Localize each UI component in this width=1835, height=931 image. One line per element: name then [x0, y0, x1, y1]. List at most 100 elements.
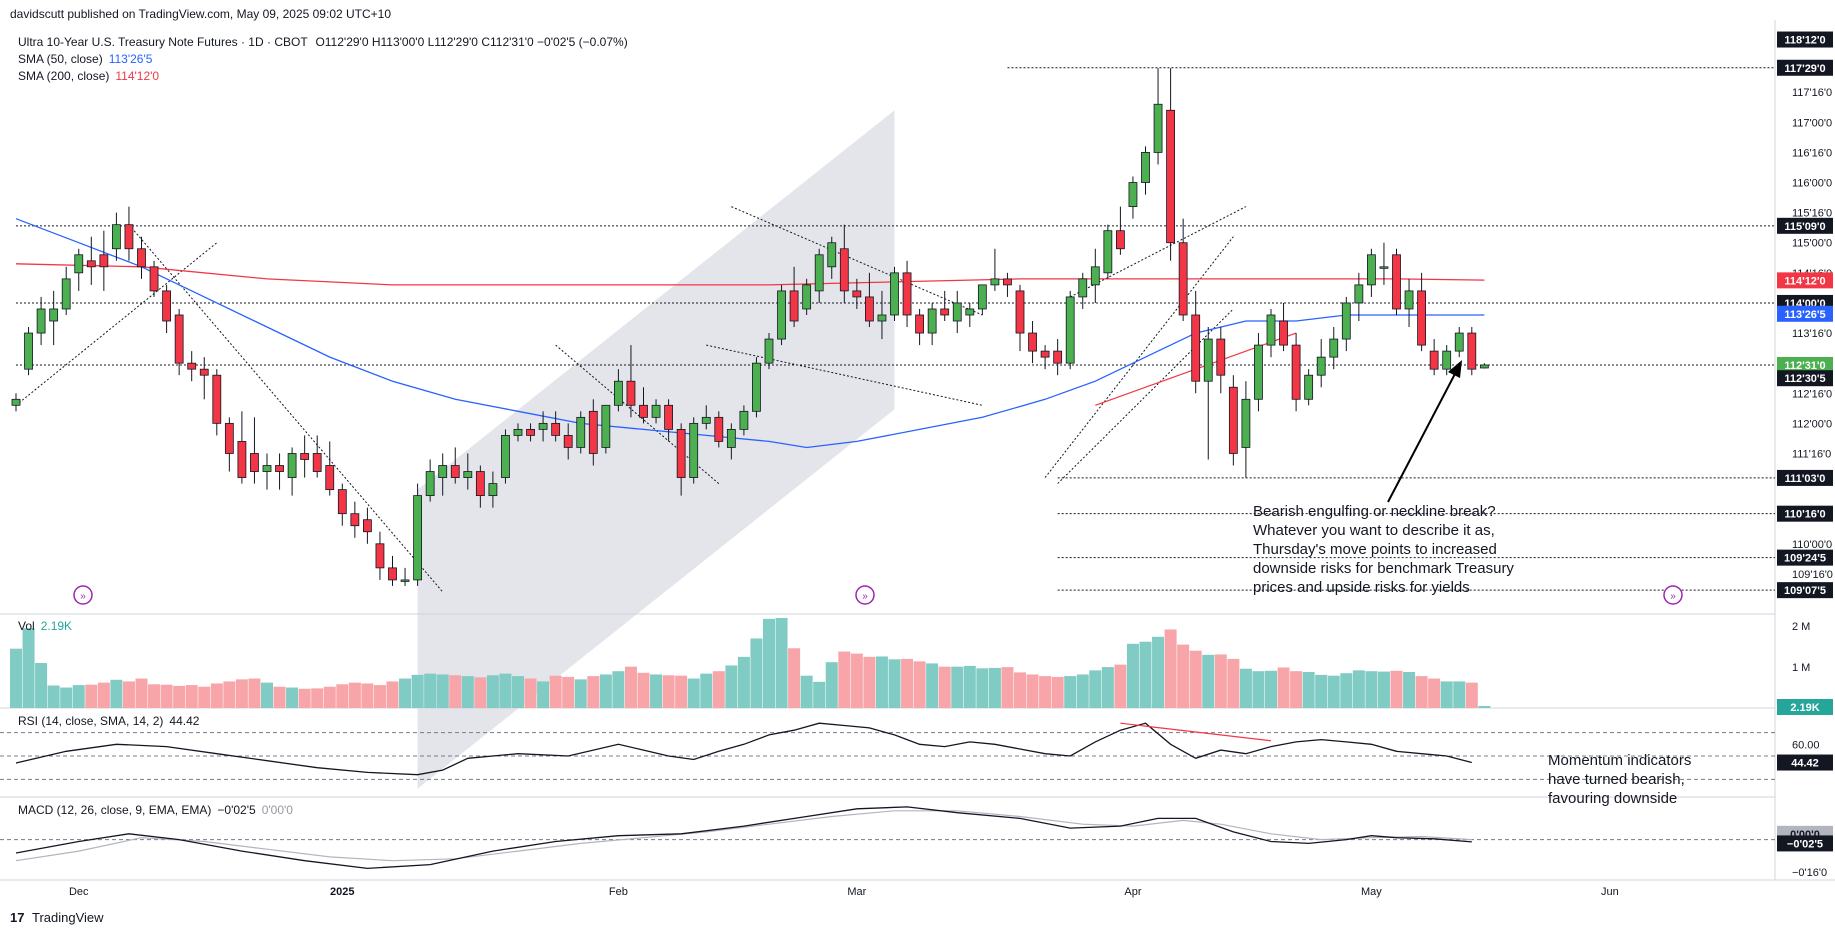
volume-bar [850, 653, 863, 708]
sma200-line [15, 263, 1485, 286]
candle-body [1015, 290, 1025, 334]
rsi-legend[interactable]: RSI (14, close, SMA, 14, 2) 44.42 [18, 714, 200, 728]
rsi-value: 44.42 [169, 714, 199, 728]
candle [1040, 345, 1050, 370]
candle [551, 411, 561, 442]
volume-bar [47, 685, 60, 708]
price-tag-text: 110'16'0 [1784, 509, 1825, 521]
volume-bar [549, 675, 562, 708]
price-tick-label: 117'00'0 [1792, 117, 1832, 129]
rsi-tag: 44.42 [1777, 754, 1833, 771]
svg-text:»: » [1670, 591, 1676, 602]
price-tag-bg [1777, 469, 1833, 486]
volume-bar [1453, 681, 1466, 708]
candle-body [1392, 254, 1401, 310]
volume-bar [1265, 670, 1277, 708]
candle-body [36, 308, 46, 334]
sma50-legend[interactable]: SMA (50, close) 113'26'5 [18, 52, 153, 66]
candle [1053, 339, 1063, 376]
candle [149, 260, 159, 297]
candle [852, 278, 862, 309]
sma200-legend[interactable]: SMA (200, close) 114'12'0 [18, 69, 159, 83]
candle [224, 417, 234, 472]
candle-body [388, 567, 397, 581]
price-tag-text: 109'07'5 [1784, 585, 1826, 597]
volume-bar [1089, 670, 1102, 708]
trend-line [706, 344, 983, 406]
volume-bar [424, 673, 437, 708]
candle [1392, 248, 1401, 315]
candle [1404, 278, 1414, 328]
candle-body [877, 314, 887, 322]
price-tag: 112'31'0 [1777, 356, 1833, 373]
event-marker-icon[interactable]: » [73, 585, 93, 605]
candle-body [174, 314, 184, 364]
price-tick-label: 111'16'0 [1792, 448, 1831, 460]
volume-bar [775, 618, 788, 708]
candle [877, 290, 887, 340]
candle [350, 501, 360, 538]
price-tag-bg [1777, 59, 1833, 76]
sma50-value: 113'26'5 [109, 52, 153, 66]
channel-shade [417, 110, 895, 789]
candle-body [1128, 182, 1138, 208]
macd-legend[interactable]: MACD (12, 26, close, 9, EMA, EMA) −0'02'5… [18, 803, 293, 817]
candle-body [1316, 356, 1326, 376]
volume-bar [901, 658, 914, 708]
volume-bar [650, 674, 663, 708]
candle-body [325, 465, 335, 490]
price-tag-bg [1777, 582, 1833, 599]
candle [463, 453, 473, 490]
candle [802, 278, 812, 315]
price-tick-label: 115'00'0 [1792, 238, 1832, 250]
candle [124, 206, 134, 261]
candle [1153, 68, 1163, 165]
candle [300, 435, 310, 478]
candle [952, 290, 962, 334]
volume-bar [1352, 670, 1365, 708]
volume-bar [273, 686, 286, 708]
annotation-line-5: prices and upside risks for yields [1253, 579, 1470, 596]
candle-body [1354, 284, 1364, 304]
candle-body [425, 471, 435, 497]
price-tick-label: 116'16'0 [1792, 147, 1832, 159]
volume-bar [587, 676, 600, 708]
price-tag: 109'07'5 [1777, 582, 1833, 599]
candle-body [1090, 266, 1100, 286]
candle [1354, 272, 1364, 322]
candle-body [1116, 230, 1125, 250]
candle-body [839, 248, 849, 292]
candle-body [74, 254, 84, 274]
price-tag: 114'12'0 [1777, 272, 1833, 289]
candle-body [99, 254, 109, 268]
candle-body [501, 435, 510, 478]
candle [1078, 272, 1088, 309]
candle-body [1429, 350, 1439, 370]
candle [601, 404, 611, 454]
published-line: davidscutt published on TradingView.com,… [10, 7, 391, 21]
volume-bar [1390, 670, 1403, 708]
price-tag-bg [1777, 217, 1833, 234]
svg-text:»: » [862, 591, 868, 602]
volume-bar [85, 684, 98, 708]
macd-tag: −0'02'5 [1777, 835, 1833, 852]
candle-body [1040, 350, 1050, 358]
macd-label: MACD (12, 26, close, 9, EMA, EMA) [18, 803, 211, 817]
candle-body [764, 338, 774, 364]
candle [413, 483, 423, 586]
candle [174, 308, 184, 376]
candle-body [927, 308, 937, 334]
rsi-annotation: Momentum indicators have turned bearish,… [1548, 752, 1691, 807]
candle-body [300, 453, 310, 460]
event-marker-icon[interactable]: » [1663, 585, 1683, 605]
event-marker-icon[interactable]: » [855, 585, 875, 605]
candle [61, 266, 71, 315]
candle-body [739, 410, 749, 430]
candle-body [614, 380, 623, 406]
volume-legend[interactable]: Vol 2.19K [18, 619, 72, 633]
candle-body [789, 290, 799, 322]
candle [312, 435, 322, 478]
candle [1241, 381, 1251, 478]
volume-bar [1152, 636, 1165, 708]
